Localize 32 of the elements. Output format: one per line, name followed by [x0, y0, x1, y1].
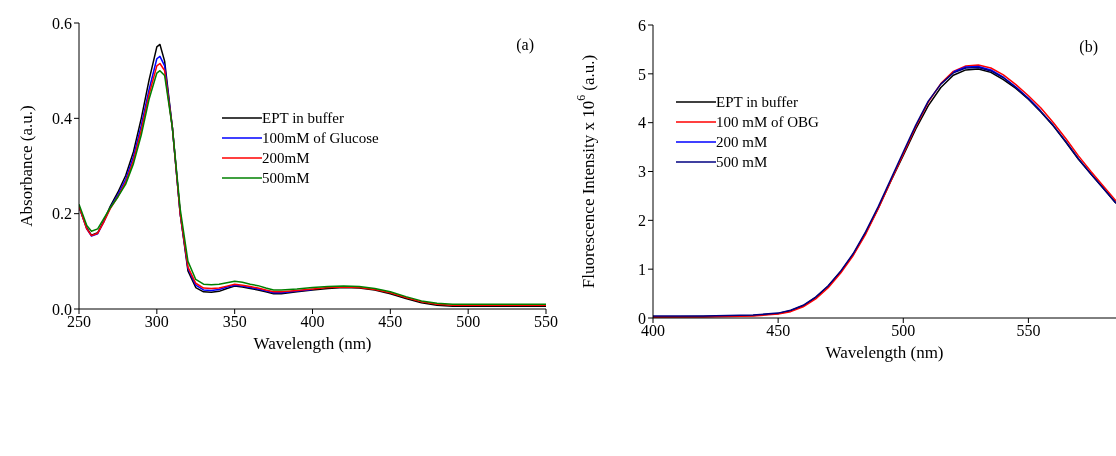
legend-label: 500mM — [262, 169, 310, 187]
legend-label: 500 mM — [716, 153, 768, 171]
legend-label: 200 mM — [716, 133, 768, 151]
y-tick-label: 0 — [638, 309, 646, 327]
x-tick-label: 450 — [766, 322, 791, 340]
x-tick-label: 550 — [1016, 322, 1041, 340]
legend-label: 100mM of Glucose — [262, 129, 379, 147]
y-tick-label: 4 — [638, 114, 646, 132]
annotation: (b) — [1079, 38, 1098, 56]
y-tick-label: 2 — [638, 212, 646, 230]
legend-label: 100 mM of OBG — [716, 113, 819, 131]
x-axis-title: Wavelength (nm) — [825, 343, 944, 362]
y-axis-title: Absorbance (a.u.) — [16, 105, 36, 227]
legend-label: 200mM — [262, 149, 310, 167]
y-tick-label: 6 — [638, 16, 646, 34]
annotation: (a) — [516, 36, 534, 54]
y-tick-label: 1 — [638, 260, 646, 278]
y-tick-label: 0.2 — [52, 205, 72, 223]
x-tick-label: 400 — [300, 313, 325, 331]
y-tick-label: 0.4 — [52, 110, 72, 128]
x-tick-label: 300 — [144, 313, 169, 331]
y-tick-label: 0.6 — [52, 14, 72, 32]
legend-label: EPT in buffer — [716, 93, 798, 111]
x-tick-label: 500 — [456, 313, 481, 331]
x-tick-label: 500 — [891, 322, 916, 340]
x-axis-title: Wavelength (nm) — [253, 334, 372, 353]
legend-label: EPT in buffer — [262, 109, 344, 127]
y-tick-label: 3 — [638, 163, 646, 181]
y-tick-label: 5 — [638, 65, 646, 83]
x-tick-label: 550 — [534, 313, 558, 331]
x-tick-label: 350 — [222, 313, 247, 331]
x-tick-label: 450 — [378, 313, 403, 331]
